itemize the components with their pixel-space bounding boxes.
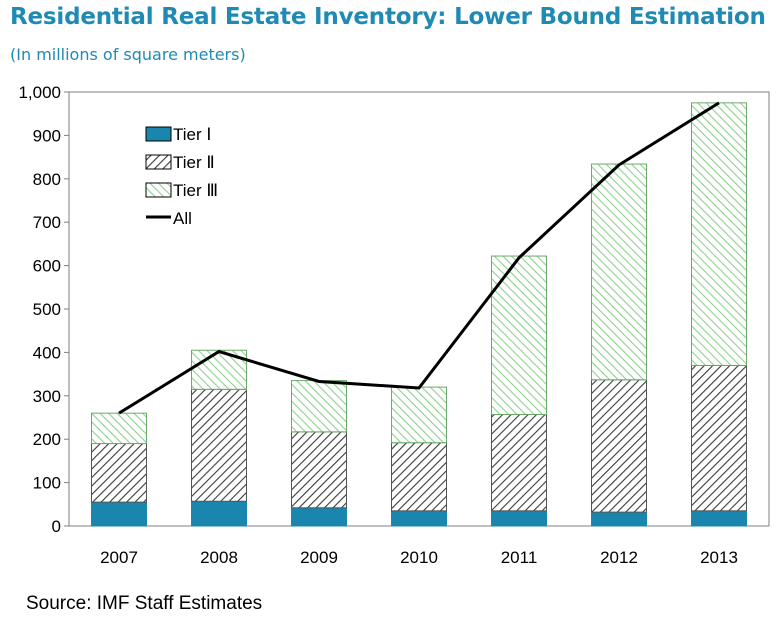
bar-tier3-2012 <box>591 163 647 381</box>
y-tick-label: 600 <box>33 257 61 276</box>
chart-subtitle: (In millions of square meters) <box>10 45 246 64</box>
legend-swatch-tier1 <box>145 126 172 142</box>
y-tick-label: 0 <box>52 517 61 536</box>
bar-tier2-2012 <box>591 379 647 513</box>
source-note: Source: IMF Staff Estimates <box>26 593 263 614</box>
bar-tier3-2007 <box>91 412 147 445</box>
y-tick-label: 1,000 <box>18 83 61 102</box>
x-tick-label: 2011 <box>501 548 538 567</box>
bar-tier2-2010 <box>391 442 447 512</box>
y-tick-label: 100 <box>33 474 61 493</box>
bar-tier1-2011 <box>491 510 547 527</box>
x-tick-label: 2007 <box>100 548 138 567</box>
x-tick-label: 2012 <box>600 548 638 567</box>
y-tick-label: 500 <box>33 300 61 319</box>
y-axis: 0 100 200 300 400 500 600 700 800 900 1,000 <box>18 83 69 536</box>
y-tick-label: 700 <box>33 213 61 232</box>
x-tick-label: 2010 <box>400 548 438 567</box>
bar-tier3-2011 <box>491 255 547 415</box>
series-line-all <box>118 101 720 415</box>
x-tick-label: 2009 <box>300 548 338 567</box>
legend: Tier Ⅰ Tier Ⅱ Tier Ⅲ All <box>145 125 218 228</box>
chart-title: Residential Real Estate Inventory: Lower… <box>10 4 766 30</box>
legend-label-all: All <box>173 209 192 228</box>
y-tick-label: 400 <box>33 343 61 362</box>
legend-swatch-tier3 <box>145 182 172 198</box>
legend-label-tier3: Tier Ⅲ <box>173 181 218 200</box>
bar-tier2-2007 <box>91 443 147 503</box>
y-tick-label: 200 <box>33 430 61 449</box>
y-tick-label: 800 <box>33 170 61 189</box>
bar-tier3-2013 <box>691 102 747 366</box>
legend-label-tier2: Tier Ⅱ <box>173 153 215 172</box>
y-tick-label: 900 <box>33 126 61 145</box>
bar-tier1-2009 <box>291 507 347 527</box>
y-tick-label: 300 <box>33 387 61 406</box>
legend-swatch-tier2 <box>145 154 172 170</box>
bars-layer <box>91 102 747 527</box>
bar-tier2-2013 <box>691 364 747 512</box>
bar-tier1-2008 <box>191 500 247 527</box>
bar-tier2-2009 <box>291 431 347 509</box>
bar-tier1-2010 <box>391 510 447 527</box>
legend-label-tier1: Tier Ⅰ <box>173 125 211 144</box>
bar-tier2-2008 <box>191 388 247 502</box>
bar-tier1-2013 <box>691 510 747 527</box>
bar-tier3-2010 <box>391 386 447 444</box>
bar-tier1-2012 <box>591 511 647 527</box>
bar-tier2-2011 <box>491 413 547 512</box>
bar-tier1-2007 <box>91 501 147 527</box>
x-tick-label: 2008 <box>200 548 238 567</box>
bar-tier3-2009 <box>291 380 347 433</box>
x-tick-label: 2013 <box>700 548 738 567</box>
x-axis: 2007 2008 2009 2010 2011 2012 2013 <box>100 548 738 567</box>
